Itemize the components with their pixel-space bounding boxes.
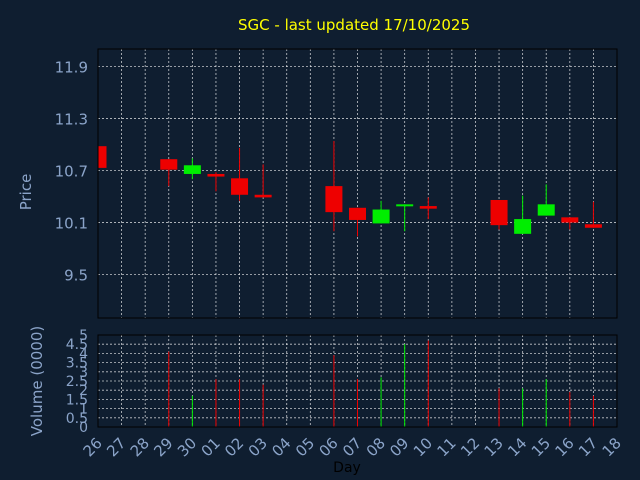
candle-body [183, 165, 201, 174]
price-tick-label: 11.3 [55, 110, 88, 128]
volume-panel-frame [97, 334, 618, 428]
chart-title: SGC - last updated 17/10/2025 [238, 16, 470, 34]
volume-axis-label: Volume (0000) [28, 326, 46, 436]
x-axis-label: Day [333, 460, 361, 476]
volume-tick-label: 2.5 [66, 374, 88, 390]
candle-body [160, 159, 178, 170]
price-tick-labels: 9.5 10.1 10.7 11.3 11.9 [55, 58, 88, 284]
candle-body [514, 219, 532, 234]
candle-body [396, 204, 414, 207]
x-tick-labels: 2627282930010203040506070809101112131415… [80, 434, 625, 460]
volume-tick-label: 2 [79, 383, 88, 399]
volume-tick-label: 3.5 [66, 356, 88, 372]
volume-tick-label: 4.5 [66, 337, 88, 353]
candle-body [98, 146, 107, 168]
price-panel-frame [97, 48, 618, 319]
volume-tick-label: 3 [79, 365, 88, 381]
price-axis-label: Price [17, 174, 35, 211]
price-tick-label: 10.1 [55, 215, 88, 233]
candle-body [207, 173, 225, 177]
volume-tick-label: 5 [79, 328, 88, 344]
price-candles [98, 140, 602, 237]
candle-body [561, 217, 579, 223]
volume-tick-label: 0 [79, 420, 88, 436]
volume-tick-label: 1.5 [66, 392, 88, 408]
candle-body [231, 178, 249, 195]
candle-body [490, 199, 508, 226]
volume-tick-label: 4 [79, 346, 88, 362]
volume-tick-label: 1 [79, 402, 88, 418]
price-gridlines [97, 49, 618, 318]
candle-body [419, 206, 437, 209]
price-tick-label: 11.9 [55, 58, 88, 76]
candle-body [537, 204, 555, 216]
volume-tick-labels: 00.511.522.533.544.55 [66, 328, 88, 436]
volume-bars [168, 340, 594, 427]
candle-body [254, 194, 272, 198]
candle-body [349, 207, 366, 220]
price-tick-label: 9.5 [64, 267, 88, 285]
volume-tick-label: 0.5 [66, 411, 88, 427]
price-tick-label: 10.7 [55, 162, 88, 180]
candle-body [325, 186, 343, 213]
candle-body [584, 224, 602, 228]
candle-body [372, 209, 390, 224]
